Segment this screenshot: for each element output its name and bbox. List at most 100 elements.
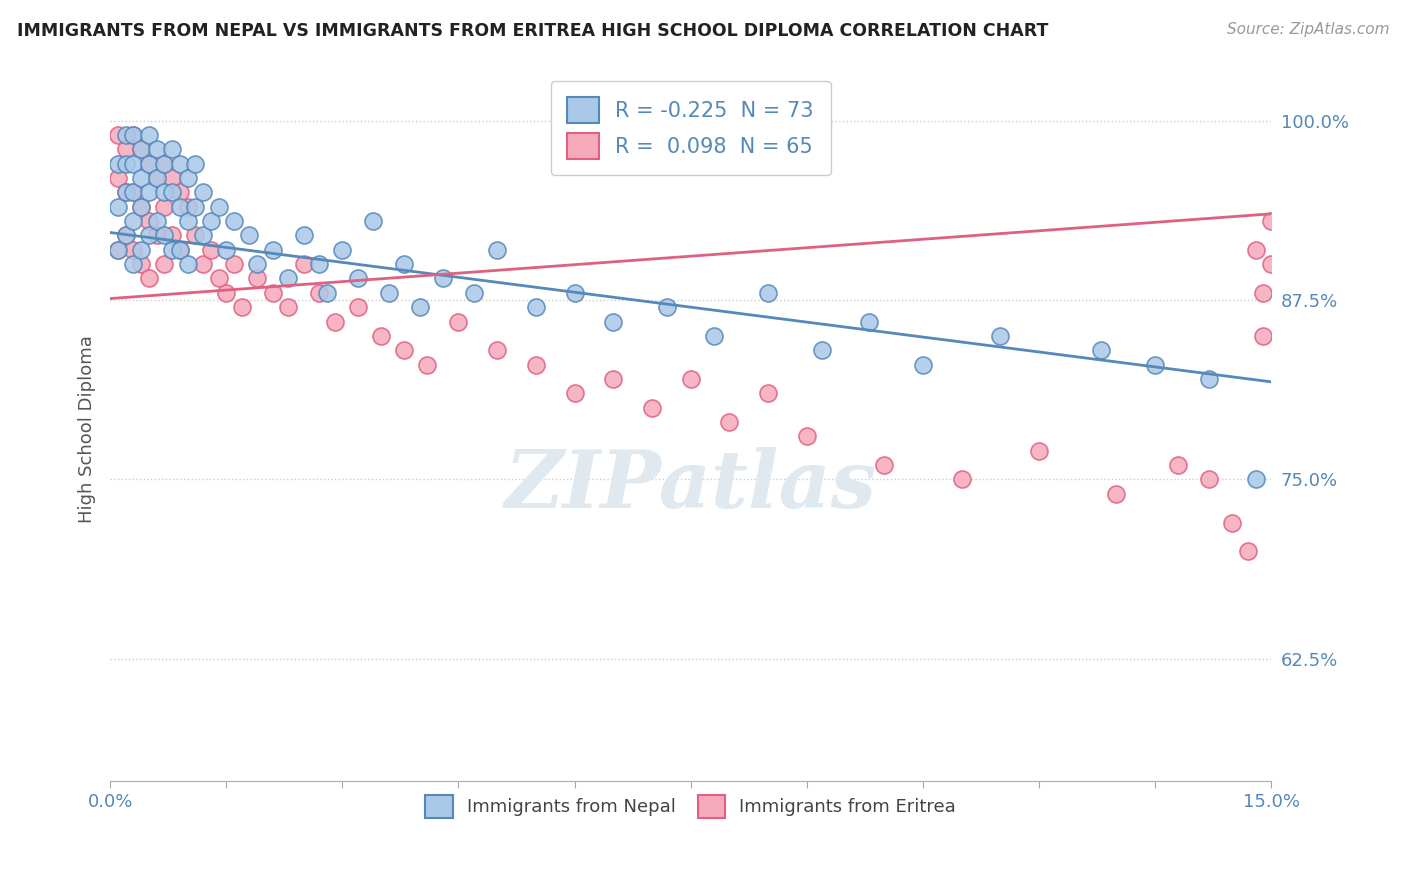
Point — [207, 271, 229, 285]
Point — [114, 128, 136, 142]
Point — [145, 170, 167, 185]
Point — [1143, 358, 1166, 372]
Point — [911, 358, 934, 372]
Point — [207, 200, 229, 214]
Point — [169, 243, 191, 257]
Legend: Immigrants from Nepal, Immigrants from Eritrea: Immigrants from Nepal, Immigrants from E… — [418, 789, 963, 825]
Point — [169, 200, 191, 214]
Point — [114, 186, 136, 200]
Point — [138, 228, 160, 243]
Point — [1167, 458, 1189, 472]
Point — [122, 214, 145, 228]
Point — [138, 156, 160, 170]
Point — [1253, 329, 1275, 343]
Point — [1090, 343, 1112, 358]
Point — [191, 186, 214, 200]
Point — [107, 156, 129, 170]
Point — [277, 300, 299, 314]
Point — [145, 228, 167, 243]
Point — [524, 300, 547, 314]
Point — [129, 200, 152, 214]
Point — [215, 285, 238, 300]
Point — [122, 186, 145, 200]
Point — [176, 214, 198, 228]
Point — [330, 243, 353, 257]
Point — [231, 300, 253, 314]
Point — [107, 128, 129, 142]
Point — [184, 156, 207, 170]
Point — [153, 228, 176, 243]
Point — [1028, 443, 1050, 458]
Text: Source: ZipAtlas.com: Source: ZipAtlas.com — [1226, 22, 1389, 37]
Point — [191, 257, 214, 271]
Point — [238, 228, 260, 243]
Point — [129, 142, 152, 156]
Point — [1253, 285, 1275, 300]
Point — [145, 214, 167, 228]
Point — [718, 415, 741, 429]
Point — [153, 200, 176, 214]
Point — [122, 128, 145, 142]
Point — [215, 243, 238, 257]
Point — [153, 186, 176, 200]
Point — [873, 458, 896, 472]
Point — [114, 186, 136, 200]
Point — [160, 186, 183, 200]
Point — [169, 156, 191, 170]
Point — [184, 200, 207, 214]
Point — [1260, 214, 1282, 228]
Point — [1244, 473, 1267, 487]
Point — [486, 243, 509, 257]
Point — [277, 271, 299, 285]
Point — [811, 343, 834, 358]
Point — [292, 257, 315, 271]
Point — [138, 186, 160, 200]
Point — [602, 314, 624, 328]
Point — [796, 429, 818, 443]
Point — [107, 170, 129, 185]
Point — [160, 243, 183, 257]
Point — [756, 285, 779, 300]
Point — [145, 170, 167, 185]
Point — [129, 170, 152, 185]
Point — [122, 128, 145, 142]
Point — [184, 228, 207, 243]
Point — [346, 271, 368, 285]
Point — [176, 170, 198, 185]
Point — [394, 343, 416, 358]
Point — [107, 243, 129, 257]
Point — [703, 329, 725, 343]
Point — [950, 473, 973, 487]
Point — [1237, 544, 1260, 558]
Text: IMMIGRANTS FROM NEPAL VS IMMIGRANTS FROM ERITREA HIGH SCHOOL DIPLOMA CORRELATION: IMMIGRANTS FROM NEPAL VS IMMIGRANTS FROM… — [17, 22, 1049, 40]
Point — [1260, 257, 1282, 271]
Point — [858, 314, 880, 328]
Point — [153, 156, 176, 170]
Point — [1198, 473, 1220, 487]
Point — [122, 156, 145, 170]
Point — [292, 228, 315, 243]
Y-axis label: High School Diploma: High School Diploma — [79, 335, 96, 523]
Point — [346, 300, 368, 314]
Point — [114, 142, 136, 156]
Point — [122, 186, 145, 200]
Point — [114, 228, 136, 243]
Point — [315, 285, 337, 300]
Point — [363, 214, 385, 228]
Point — [262, 243, 284, 257]
Point — [447, 314, 470, 328]
Point — [222, 214, 245, 228]
Point — [129, 142, 152, 156]
Point — [564, 386, 586, 401]
Point — [679, 372, 702, 386]
Point — [370, 329, 392, 343]
Point — [114, 156, 136, 170]
Point — [486, 343, 509, 358]
Point — [176, 257, 198, 271]
Point — [176, 200, 198, 214]
Point — [145, 142, 167, 156]
Point — [988, 329, 1011, 343]
Point — [1244, 243, 1267, 257]
Point — [107, 243, 129, 257]
Point — [564, 285, 586, 300]
